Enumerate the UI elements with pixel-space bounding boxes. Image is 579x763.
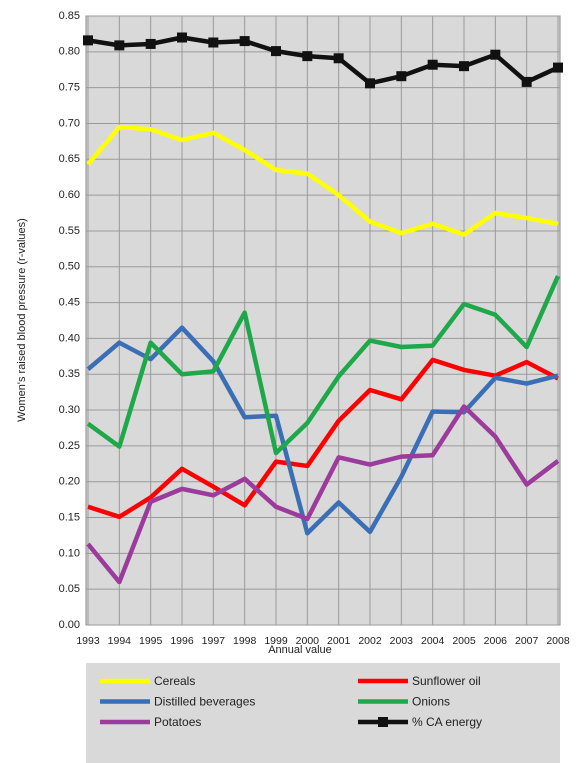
x-axis-label: Annual value [268, 644, 332, 656]
y-tick-label: 0.55 [59, 225, 80, 237]
y-tick-label: 0.00 [59, 619, 80, 631]
series-line [86, 404, 560, 585]
series-line [86, 325, 559, 536]
y-tick-label: 0.75 [59, 82, 80, 94]
series-line [86, 275, 561, 456]
y-tick-label: 0.40 [59, 332, 80, 344]
x-tick-label: 2000 [296, 635, 320, 647]
marker [145, 38, 156, 49]
y-tick-label: 0.35 [59, 368, 80, 380]
x-tick-label: 2005 [452, 635, 476, 647]
marker [396, 71, 407, 82]
marker [365, 78, 375, 89]
marker [521, 76, 532, 87]
marker [553, 62, 563, 73]
marker [208, 37, 219, 48]
y-tick-label: 0.45 [59, 296, 80, 308]
series-line [87, 357, 560, 520]
x-tick-label: 2008 [546, 635, 570, 647]
marker [333, 53, 344, 64]
x-tick-label: 2007 [515, 635, 539, 647]
x-tick-label: 2004 [421, 635, 445, 647]
y-tick-label: 0.05 [59, 583, 80, 595]
y-tick-label: 0.20 [59, 476, 80, 488]
marker [83, 35, 93, 46]
y-tick-label: 0.10 [59, 547, 80, 559]
x-tick-label: 2001 [327, 635, 351, 647]
legend-label: % CA energy [412, 715, 482, 729]
marker [114, 40, 125, 51]
marker [427, 59, 438, 70]
x-tick-label: 1994 [108, 635, 132, 647]
legend-box [86, 663, 560, 763]
marker [459, 61, 469, 72]
x-tick-label: 1999 [264, 635, 288, 647]
legend-label: Onions [412, 695, 450, 709]
series-line [86, 124, 559, 237]
x-tick-label: 2006 [484, 635, 508, 647]
x-tick-label: 1997 [202, 635, 226, 647]
x-tick-label: 2003 [390, 635, 414, 647]
legend-marker [378, 717, 388, 727]
y-tick-label: 0.50 [59, 261, 80, 273]
y-tick-label: 0.65 [59, 153, 80, 165]
legend-label: Sunflower oil [412, 674, 481, 688]
marker [239, 36, 250, 47]
plot-area [85, 15, 561, 626]
legend-label: Distilled beverages [154, 695, 255, 709]
y-tick-label: 0.15 [59, 511, 80, 523]
marker [177, 32, 187, 43]
y-tick-label: 0.30 [59, 404, 80, 416]
marker [302, 51, 313, 62]
series-line [87, 35, 559, 86]
x-tick-label: 1998 [233, 635, 257, 647]
x-tick-label: 2002 [358, 635, 382, 647]
x-tick-label: 1993 [76, 635, 100, 647]
x-tick-label: 1995 [139, 635, 163, 647]
y-axis-label: Women's raised blood pressure (r-values) [16, 218, 28, 422]
y-tick-label: 0.85 [59, 10, 80, 22]
y-tick-label: 0.60 [59, 189, 80, 201]
y-tick-label: 0.70 [59, 117, 80, 129]
x-tick-label: 1996 [170, 635, 194, 647]
marker [271, 46, 281, 57]
marker [490, 49, 501, 60]
legend-label: Cereals [154, 674, 195, 688]
y-tick-label: 0.25 [59, 440, 80, 452]
legend-label: Potatoes [154, 715, 201, 729]
y-tick-label: 0.80 [59, 46, 80, 58]
